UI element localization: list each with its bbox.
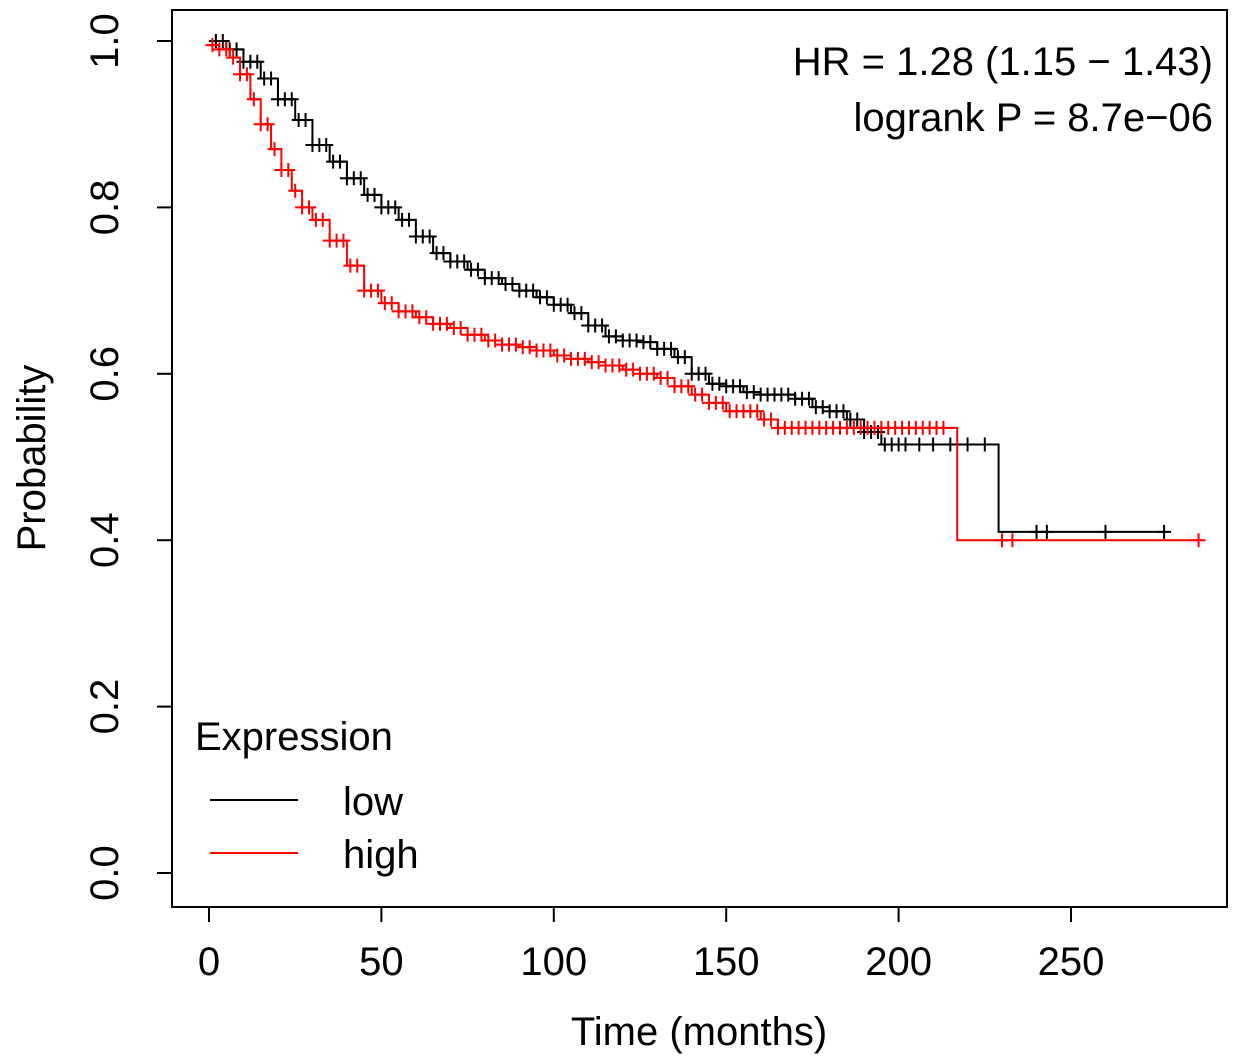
censor-mark-high bbox=[577, 351, 592, 366]
legend-label-low: low bbox=[343, 780, 403, 824]
censor-mark-low bbox=[960, 437, 975, 452]
censor-mark-low bbox=[436, 246, 451, 261]
censor-mark-low bbox=[643, 335, 658, 350]
censor-mark-high bbox=[226, 50, 241, 65]
censor-mark-low bbox=[943, 437, 958, 452]
legend-title: Expression bbox=[195, 715, 393, 759]
censor-mark-high bbox=[750, 404, 765, 419]
censor-mark-low bbox=[595, 318, 610, 333]
x-tick-label: 250 bbox=[1038, 940, 1105, 984]
censor-mark-low bbox=[1157, 524, 1172, 539]
legend-label-high: high bbox=[343, 833, 419, 877]
censor-mark-high bbox=[288, 183, 303, 198]
censor-mark-high bbox=[281, 162, 296, 177]
censor-mark-low bbox=[505, 276, 520, 291]
censor-mark-high bbox=[681, 379, 696, 394]
censor-mark-low bbox=[664, 341, 679, 356]
censor-mark-high bbox=[591, 355, 606, 370]
censor-mark-low bbox=[677, 350, 692, 365]
x-tick-label: 0 bbox=[198, 940, 220, 984]
censor-mark-low bbox=[732, 379, 747, 394]
censor-mark-low bbox=[539, 290, 554, 305]
censor-mark-low bbox=[574, 306, 589, 321]
censor-mark-high bbox=[405, 304, 420, 319]
x-axis-ticks: 0 50 100 150 200 250 bbox=[198, 907, 1105, 984]
censor-mark-high bbox=[453, 321, 468, 336]
x-tick-label: 50 bbox=[359, 940, 404, 984]
censor-mark-low bbox=[284, 92, 299, 107]
censor-mark-low bbox=[850, 412, 865, 427]
censor-mark-high bbox=[764, 412, 779, 427]
censor-mark-low bbox=[1039, 524, 1054, 539]
censor-mark-low bbox=[264, 71, 279, 86]
y-tick-label: 0.0 bbox=[83, 845, 127, 901]
censor-mark-low bbox=[629, 333, 644, 348]
x-tick-label: 200 bbox=[865, 940, 932, 984]
censor-mark-high bbox=[936, 420, 951, 435]
censor-mark-low bbox=[319, 138, 334, 152]
censor-mark-high bbox=[508, 337, 523, 352]
censor-mark-low bbox=[422, 229, 437, 244]
censor-mark-high bbox=[660, 370, 675, 385]
censor-mark-low bbox=[491, 271, 506, 286]
censor-mark-high bbox=[474, 327, 489, 342]
censor-mark-low bbox=[698, 366, 713, 381]
censor-mark-high bbox=[695, 387, 710, 402]
censor-mark-high bbox=[239, 67, 254, 82]
censor-mark-high bbox=[350, 258, 365, 273]
x-tick-label: 100 bbox=[520, 940, 587, 984]
censor-mark-low bbox=[388, 200, 403, 215]
censor-mark-high bbox=[260, 117, 275, 132]
censor-mark-high bbox=[336, 233, 351, 248]
censor-mark-low bbox=[836, 404, 851, 419]
censor-mark-low bbox=[470, 262, 485, 277]
censor-mark-low bbox=[746, 385, 761, 400]
censor-mark-high bbox=[557, 348, 572, 363]
y-tick-label: 0.4 bbox=[83, 512, 127, 568]
censor-mark-high bbox=[315, 212, 330, 227]
censor-mark-high bbox=[1191, 533, 1206, 548]
censor-mark-low bbox=[912, 437, 927, 452]
y-axis-ticks: 0.0 0.2 0.4 0.6 0.8 1.0 bbox=[83, 13, 172, 901]
censor-mark-high bbox=[384, 296, 399, 311]
censor-mark-low bbox=[926, 437, 941, 452]
censor-mark-low bbox=[898, 437, 913, 452]
censor-mark-low bbox=[1098, 524, 1113, 539]
x-tick-label: 150 bbox=[693, 940, 760, 984]
censor-mark-low bbox=[333, 154, 348, 169]
y-tick-label: 0.6 bbox=[83, 346, 127, 402]
legend: Expression low high bbox=[195, 715, 419, 877]
censor-mark-low bbox=[367, 187, 382, 202]
censor-mark-high bbox=[301, 200, 316, 215]
censor-mark-low bbox=[353, 171, 368, 186]
series-layer bbox=[205, 34, 1206, 548]
censor-mark-low bbox=[401, 212, 416, 227]
censor-mark-low bbox=[457, 254, 472, 269]
censor-mark-low bbox=[526, 283, 541, 298]
x-axis-label: Time (months) bbox=[571, 1010, 827, 1054]
censor-mark-low bbox=[712, 376, 727, 391]
censor-mark-high bbox=[219, 42, 234, 57]
censor-mark-low bbox=[250, 54, 265, 69]
censor-mark-high bbox=[1005, 533, 1020, 548]
censor-mark-high bbox=[267, 142, 282, 157]
censor-mark-low bbox=[801, 391, 816, 406]
censor-mark-low bbox=[560, 297, 575, 312]
censor-mark-low bbox=[215, 34, 230, 48]
y-tick-label: 1.0 bbox=[83, 13, 127, 69]
y-tick-label: 0.8 bbox=[83, 180, 127, 236]
censor-mark-low bbox=[977, 437, 992, 452]
hr-annotation: HR = 1.28 (1.15 − 1.43) bbox=[793, 40, 1213, 84]
censor-mark-high bbox=[370, 283, 385, 298]
logrank-annotation: logrank P = 8.7e−06 bbox=[853, 96, 1213, 140]
censor-mark-high bbox=[419, 310, 434, 325]
censor-mark-high bbox=[246, 92, 261, 107]
y-axis-label: Probability bbox=[10, 365, 54, 552]
censor-mark-high bbox=[715, 395, 730, 410]
y-tick-label: 0.2 bbox=[83, 679, 127, 735]
censor-mark-high bbox=[522, 340, 537, 355]
censor-mark-low bbox=[298, 113, 313, 128]
